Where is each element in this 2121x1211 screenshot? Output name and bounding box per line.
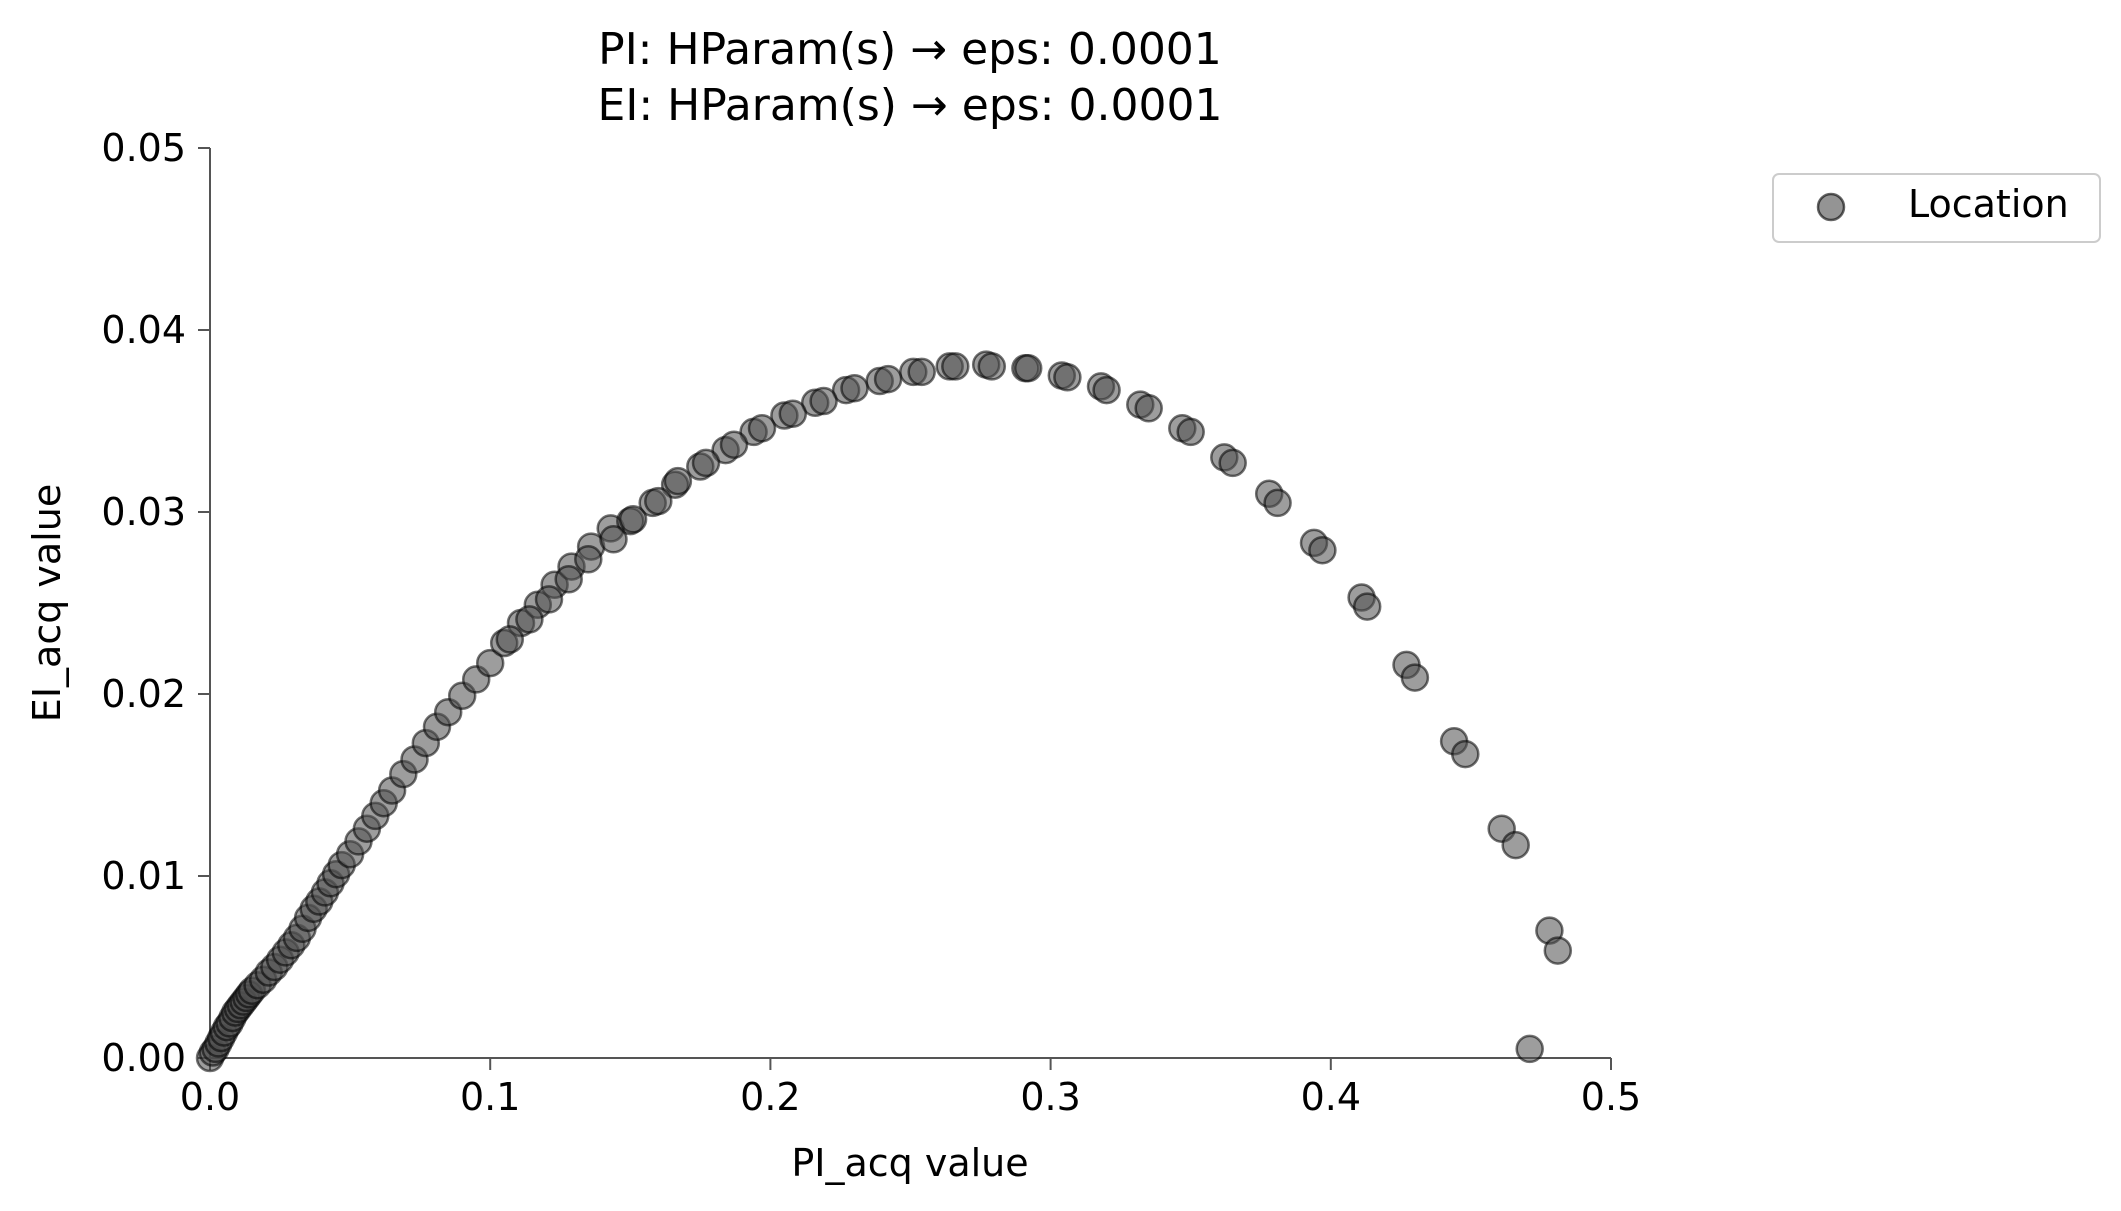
data-point (618, 505, 648, 534)
x-tick-label: 0.5 (1581, 1075, 1641, 1119)
data-point (1308, 535, 1337, 565)
chart-title-line-2: EI: HParam(s) → eps: 0.0001 (598, 80, 1223, 131)
x-tick-label: 0.3 (1020, 1075, 1080, 1119)
y-tick-label: 0.01 (101, 854, 186, 898)
data-point (475, 648, 505, 678)
data-point (691, 448, 721, 478)
data-point (840, 373, 869, 403)
x-axis-label: PI_acq value (791, 1141, 1028, 1185)
data-point (534, 585, 564, 614)
y-tick-label: 0.00 (101, 1036, 186, 1080)
y-tick-label: 0.04 (101, 308, 186, 352)
x-tick-label: 0.1 (460, 1075, 520, 1119)
legend-frame (1772, 173, 2101, 243)
data-point (809, 386, 838, 416)
data-point (1543, 936, 1573, 965)
data-point (574, 545, 603, 574)
data-point (1515, 1034, 1544, 1064)
data-point (1352, 592, 1382, 621)
legend: Location (1772, 173, 2101, 243)
data-point (663, 466, 693, 496)
data-point (1263, 488, 1292, 518)
data-point (977, 352, 1007, 381)
legend-label-location: Location (1908, 182, 2069, 226)
data-point (941, 352, 970, 381)
data-point (747, 414, 777, 443)
y-axis-label: EI_acq value (25, 484, 69, 722)
y-tick-label: 0.02 (101, 672, 186, 716)
data-point (1176, 417, 1205, 447)
data-point (1053, 363, 1082, 392)
data-point (1501, 830, 1530, 860)
data-point (1013, 353, 1043, 383)
data-point (1092, 375, 1121, 405)
data-point (1218, 448, 1247, 478)
x-tick-label: 0.0 (180, 1075, 240, 1119)
x-tick-label: 0.2 (740, 1075, 800, 1119)
data-point (599, 525, 628, 554)
data-point (515, 605, 544, 634)
data-point (873, 364, 903, 394)
x-axis-ticks: 0.0 0.1 0.2 0.3 0.4 0.5 (180, 1058, 1641, 1119)
data-point (554, 565, 583, 594)
scatter-points (195, 350, 1573, 1073)
data-point (1400, 663, 1430, 692)
x-tick-label: 0.4 (1301, 1075, 1361, 1119)
data-point (719, 430, 749, 459)
y-axis-ticks: 0.00 0.01 0.02 0.03 0.04 0.05 (101, 126, 210, 1080)
data-point (1451, 739, 1480, 769)
data-point (907, 357, 936, 387)
chart-title-line-1: PI: HParam(s) → eps: 0.0001 (598, 24, 1222, 75)
data-point (495, 625, 525, 654)
y-tick-label: 0.05 (101, 126, 186, 170)
y-tick-label: 0.03 (101, 490, 186, 534)
data-point (778, 399, 808, 428)
data-point (1134, 394, 1163, 423)
legend-marker (1816, 192, 1846, 222)
data-point (644, 486, 673, 516)
